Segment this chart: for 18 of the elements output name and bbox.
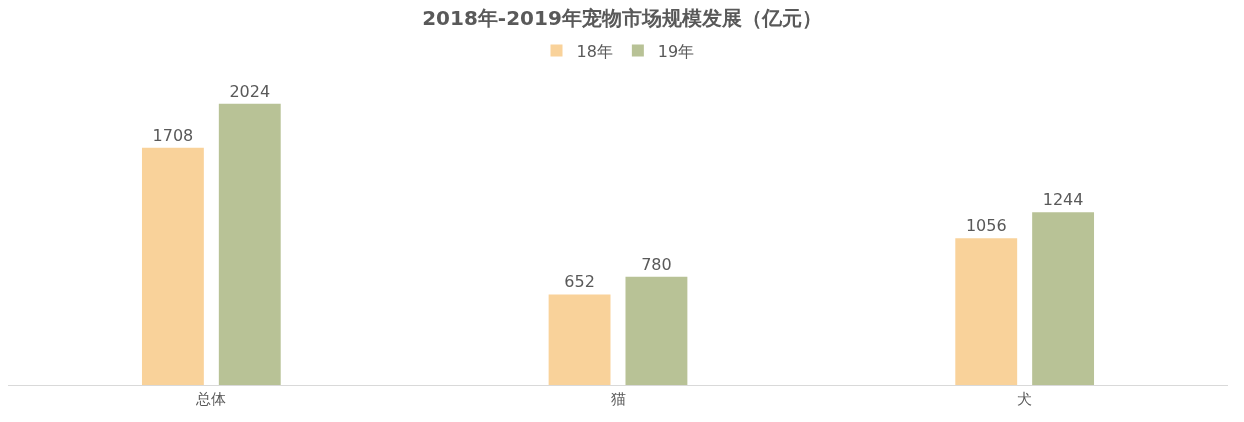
bar bbox=[955, 238, 1018, 385]
bar bbox=[1032, 212, 1095, 385]
bar bbox=[141, 147, 204, 385]
bar bbox=[218, 103, 281, 385]
data-label: 1244 bbox=[1042, 190, 1084, 210]
chart-title: 2018年-2019年宠物市场规模发展（亿元） bbox=[422, 5, 822, 30]
data-label: 652 bbox=[564, 272, 595, 292]
bar bbox=[548, 294, 611, 385]
x-tick-label: 总体 bbox=[195, 390, 227, 408]
data-label: 780 bbox=[641, 254, 672, 274]
x-tick-label: 猫 bbox=[610, 390, 626, 408]
data-label: 1056 bbox=[965, 216, 1007, 236]
legend-label: 18年 bbox=[576, 41, 613, 61]
data-label: 1708 bbox=[152, 125, 194, 145]
x-tick-label: 犬 bbox=[1017, 390, 1033, 408]
data-label: 2024 bbox=[229, 81, 271, 101]
legend-label: 19年 bbox=[657, 41, 695, 61]
bar bbox=[625, 276, 688, 385]
